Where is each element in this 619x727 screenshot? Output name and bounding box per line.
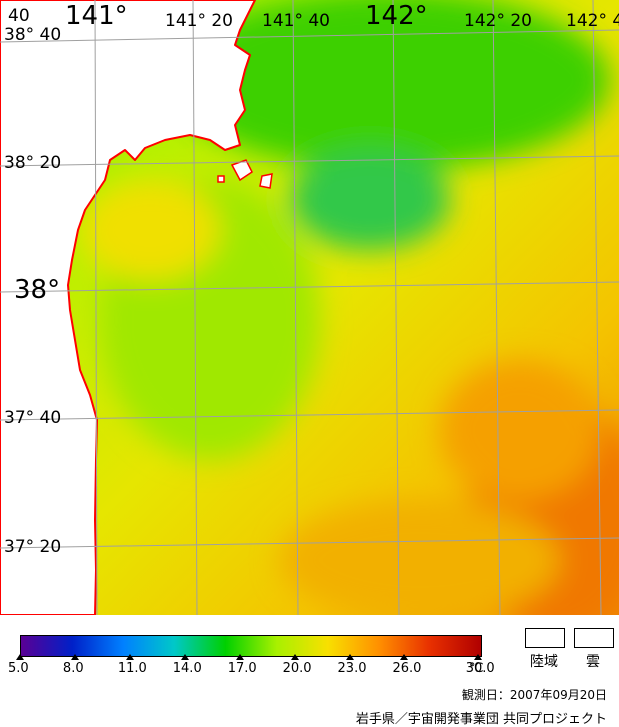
colorbar-tick [235, 654, 244, 660]
colorbar-tick-label: 14.0 [172, 661, 202, 676]
lon-label-141-40: 141° 40 [262, 11, 330, 31]
lat-label-38: 38° [14, 275, 61, 305]
colorbar-unit: ℃ [469, 661, 484, 676]
lon-label-141-20: 141° 20 [165, 11, 233, 31]
colorbar-tick [473, 654, 482, 660]
graticule-line [94, 0, 98, 615]
cool-water-region [290, 150, 450, 250]
graticule-line [292, 0, 299, 615]
graticule-line [492, 0, 501, 615]
lon-label-142-20: 142° 20 [464, 11, 532, 31]
colorbar-tick-label: 26.0 [392, 661, 422, 676]
lon-label-142: 142° [365, 1, 428, 31]
colorbar-tick-label: 8.0 [62, 661, 84, 676]
cloud-key-swatch [574, 628, 614, 648]
temperature-colorbar [20, 635, 482, 657]
colorbar-tick [400, 654, 409, 660]
graticule-line [392, 0, 400, 615]
graticule [0, 0, 619, 615]
cool-water-region [170, 0, 610, 170]
lon-label-142-40: 142° 4 [566, 11, 619, 31]
graticule-line [0, 281, 619, 293]
colorbar-tick-label: 17.0 [227, 661, 257, 676]
colorbar-tick [125, 654, 134, 660]
colorbar-tick [180, 654, 189, 660]
observation-date: 観測日：2007年09月20日 [461, 688, 607, 702]
sea-surface-temperature-map [0, 0, 619, 615]
colorbar-tick-label: 20.0 [282, 661, 312, 676]
colorbar-tick-label: 11.0 [117, 661, 147, 676]
graticule-line [0, 155, 619, 167]
colorbar-tick-label: 23.0 [337, 661, 367, 676]
colorbar-tick-label: 30.0 [465, 661, 495, 676]
credit-line: 岩手県／宇宙開発事業団 共同プロジェクト [355, 712, 607, 727]
graticule-line [592, 0, 602, 615]
lon-label-141: 141° [65, 1, 128, 31]
lat-label-37-40: 37° 40 [4, 408, 62, 428]
graticule-line [0, 29, 619, 43]
warm-water-region [80, 180, 220, 280]
warm-water-region [440, 360, 600, 500]
lat-label-37-20: 37° 20 [4, 537, 62, 557]
colorbar-tick [290, 654, 299, 660]
lat-label-38-20: 38° 20 [4, 153, 62, 173]
graticule-line [0, 537, 619, 549]
land-key-swatch [525, 628, 565, 648]
cloud-key-label: 雲 [586, 654, 600, 670]
graticule-line [192, 0, 198, 615]
warm-water-region [280, 500, 560, 615]
colorbar-tick [16, 654, 24, 660]
colorbar-tick-label: 5.0 [8, 661, 29, 676]
land-key-label: 陸域 [530, 654, 558, 670]
graticule-line [0, 409, 619, 421]
lat-label-38-40: 38° 40 [4, 25, 62, 45]
colorbar-tick [70, 654, 79, 660]
corner-label-fragment: 40 [8, 6, 30, 26]
colorbar-tick [345, 654, 354, 660]
